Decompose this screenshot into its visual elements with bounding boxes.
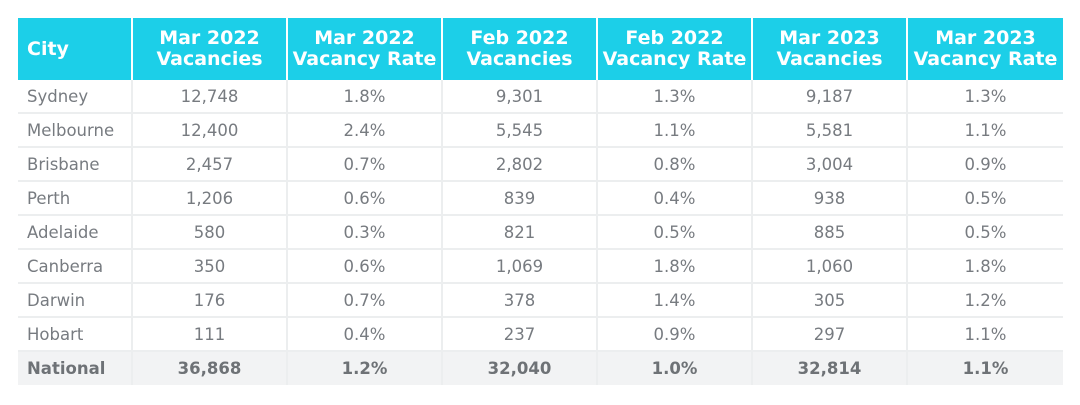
vacancy-rate-cell: 0.7% <box>288 284 443 318</box>
vacancy-rate-cell: 1.3% <box>598 80 753 114</box>
vacancies-cell: 111 <box>133 318 288 352</box>
column-header-line: Vacancy Rate <box>913 48 1058 70</box>
vacancies-cell: 297 <box>753 318 908 352</box>
column-header-feb-2022-vacancies: Feb 2022 Vacancies <box>443 18 598 80</box>
city-name-cell: Hobart <box>18 318 133 352</box>
column-header-line: Feb 2022 <box>470 27 569 49</box>
vacancy-rate-cell: 1.8% <box>908 250 1063 284</box>
vacancy-rate-cell: 0.5% <box>908 216 1063 250</box>
city-name-cell: Melbourne <box>18 114 133 148</box>
city-name-cell: Adelaide <box>18 216 133 250</box>
vacancies-cell: 9,187 <box>753 80 908 114</box>
vacancy-rate-cell: 0.6% <box>288 182 443 216</box>
column-header-feb-2022-vacancy-rate: Feb 2022 Vacancy Rate <box>598 18 753 80</box>
table-row: Canberra 350 0.6% 1,069 1.8% 1,060 1.8% <box>18 250 1063 284</box>
vacancies-cell: 350 <box>133 250 288 284</box>
column-header-line: Vacancies <box>156 48 263 70</box>
vacancies-cell: 1,206 <box>133 182 288 216</box>
table-body: Sydney 12,748 1.8% 9,301 1.3% 9,187 1.3% Melbou… <box>18 80 1063 385</box>
table-row: Adelaide 580 0.3% 821 0.5% 885 0.5% <box>18 216 1063 250</box>
vacancy-rate-cell: 0.7% <box>288 148 443 182</box>
vacancies-cell: 378 <box>443 284 598 318</box>
column-header-line: Vacancy Rate <box>292 48 437 70</box>
vacancies-cell: 5,581 <box>753 114 908 148</box>
city-name-cell: Canberra <box>18 250 133 284</box>
column-header-line: Mar 2023 <box>779 27 880 49</box>
column-header-line: City <box>27 37 69 60</box>
vacancy-rate-cell: 1.8% <box>288 80 443 114</box>
vacancies-cell: 885 <box>753 216 908 250</box>
city-name-cell: Perth <box>18 182 133 216</box>
vacancies-cell: 580 <box>133 216 288 250</box>
column-header-line: Vacancies <box>466 48 573 70</box>
vacancy-rate-cell: 0.3% <box>288 216 443 250</box>
vacancies-cell: 12,748 <box>133 80 288 114</box>
vacancy-rate-cell: 0.9% <box>908 148 1063 182</box>
column-header-line: Mar 2023 <box>935 27 1036 49</box>
vacancy-rate-cell: 0.6% <box>288 250 443 284</box>
vacancies-cell: 32,814 <box>753 352 908 385</box>
vacancy-rate-cell: 1.4% <box>598 284 753 318</box>
vacancy-rate-cell: 1.1% <box>908 318 1063 352</box>
column-header-line: Vacancies <box>776 48 883 70</box>
vacancy-rate-cell: 1.2% <box>288 352 443 385</box>
vacancy-rate-cell: 0.4% <box>598 182 753 216</box>
vacancies-cell: 237 <box>443 318 598 352</box>
column-header-city: City <box>18 18 133 80</box>
city-name-cell: Sydney <box>18 80 133 114</box>
vacancies-cell: 3,004 <box>753 148 908 182</box>
column-header-mar-2022-vacancies: Mar 2022 Vacancies <box>133 18 288 80</box>
vacancies-cell: 2,457 <box>133 148 288 182</box>
vacancies-cell: 9,301 <box>443 80 598 114</box>
table-header-row: City Mar 2022 Vacancies Mar 2022 Vacancy… <box>18 18 1063 80</box>
vacancy-rate-cell: 1.1% <box>598 114 753 148</box>
table-row: Brisbane 2,457 0.7% 2,802 0.8% 3,004 0.9% <box>18 148 1063 182</box>
vacancy-table: City Mar 2022 Vacancies Mar 2022 Vacancy… <box>18 18 1063 385</box>
table-row: Perth 1,206 0.6% 839 0.4% 938 0.5% <box>18 182 1063 216</box>
vacancy-rate-cell: 0.9% <box>598 318 753 352</box>
vacancies-cell: 36,868 <box>133 352 288 385</box>
vacancies-cell: 12,400 <box>133 114 288 148</box>
column-header-line: Mar 2022 <box>314 27 415 49</box>
table-row: Hobart 111 0.4% 237 0.9% 297 1.1% <box>18 318 1063 352</box>
vacancy-table-container: City Mar 2022 Vacancies Mar 2022 Vacancy… <box>18 18 1063 385</box>
vacancy-rate-cell: 1.3% <box>908 80 1063 114</box>
vacancies-cell: 176 <box>133 284 288 318</box>
column-header-line: Feb 2022 <box>625 27 724 49</box>
vacancies-cell: 938 <box>753 182 908 216</box>
vacancy-rate-cell: 1.2% <box>908 284 1063 318</box>
vacancy-rate-cell: 1.1% <box>908 114 1063 148</box>
column-header-line: Vacancy Rate <box>602 48 747 70</box>
table-row: Melbourne 12,400 2.4% 5,545 1.1% 5,581 1.1% <box>18 114 1063 148</box>
vacancies-cell: 2,802 <box>443 148 598 182</box>
vacancy-rate-cell: 1.1% <box>908 352 1063 385</box>
vacancies-cell: 821 <box>443 216 598 250</box>
vacancies-cell: 32,040 <box>443 352 598 385</box>
column-header-mar-2023-vacancy-rate: Mar 2023 Vacancy Rate <box>908 18 1063 80</box>
vacancies-cell: 5,545 <box>443 114 598 148</box>
vacancies-cell: 1,069 <box>443 250 598 284</box>
column-header-mar-2023-vacancies: Mar 2023 Vacancies <box>753 18 908 80</box>
vacancies-cell: 1,060 <box>753 250 908 284</box>
vacancy-rate-cell: 0.5% <box>598 216 753 250</box>
column-header-line: Mar 2022 <box>159 27 260 49</box>
table-row: Darwin 176 0.7% 378 1.4% 305 1.2% <box>18 284 1063 318</box>
vacancy-rate-cell: 0.4% <box>288 318 443 352</box>
vacancies-cell: 305 <box>753 284 908 318</box>
table-row: Sydney 12,748 1.8% 9,301 1.3% 9,187 1.3% <box>18 80 1063 114</box>
vacancy-rate-cell: 0.5% <box>908 182 1063 216</box>
table-total-row: National 36,868 1.2% 32,040 1.0% 32,814 1.1% <box>18 352 1063 385</box>
vacancy-rate-cell: 2.4% <box>288 114 443 148</box>
vacancy-rate-cell: 1.0% <box>598 352 753 385</box>
city-name-cell: Brisbane <box>18 148 133 182</box>
vacancies-cell: 839 <box>443 182 598 216</box>
vacancy-rate-cell: 1.8% <box>598 250 753 284</box>
vacancy-rate-cell: 0.8% <box>598 148 753 182</box>
column-header-mar-2022-vacancy-rate: Mar 2022 Vacancy Rate <box>288 18 443 80</box>
city-name-cell: Darwin <box>18 284 133 318</box>
city-name-cell: National <box>18 352 133 385</box>
